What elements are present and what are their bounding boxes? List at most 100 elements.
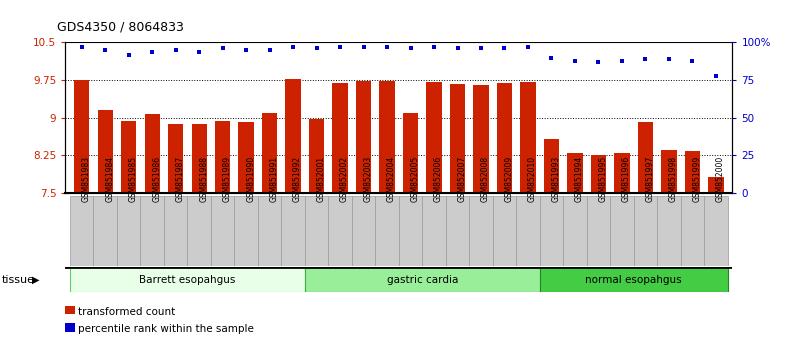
- Bar: [93, 196, 117, 266]
- Text: GSM851995: GSM851995: [599, 156, 607, 202]
- Text: GSM852007: GSM852007: [458, 156, 466, 202]
- Point: [521, 44, 534, 50]
- Point: [639, 56, 652, 62]
- Bar: [380, 81, 395, 193]
- Point: [76, 44, 88, 50]
- Text: GSM852003: GSM852003: [364, 156, 373, 202]
- Text: normal esopahgus: normal esopahgus: [585, 275, 682, 285]
- Bar: [611, 196, 634, 266]
- Bar: [309, 119, 324, 193]
- Text: GSM851988: GSM851988: [199, 156, 208, 202]
- Bar: [638, 122, 653, 193]
- Point: [99, 47, 111, 53]
- Bar: [215, 121, 230, 193]
- Bar: [427, 82, 442, 193]
- Text: GSM852010: GSM852010: [528, 156, 537, 202]
- Point: [123, 52, 135, 57]
- Point: [287, 44, 299, 50]
- Bar: [521, 82, 536, 193]
- Bar: [356, 81, 371, 193]
- Point: [662, 56, 675, 62]
- Point: [686, 58, 699, 63]
- Bar: [258, 196, 281, 266]
- Point: [170, 47, 182, 53]
- Bar: [403, 113, 418, 193]
- Bar: [333, 82, 348, 193]
- Bar: [634, 196, 657, 266]
- Text: gastric cardia: gastric cardia: [387, 275, 458, 285]
- Point: [193, 49, 205, 55]
- Text: transformed count: transformed count: [78, 307, 175, 316]
- Text: percentile rank within the sample: percentile rank within the sample: [78, 324, 254, 334]
- Point: [545, 55, 558, 61]
- Bar: [587, 196, 611, 266]
- Bar: [145, 114, 160, 193]
- Bar: [681, 196, 704, 266]
- Text: GSM852000: GSM852000: [716, 156, 725, 202]
- Text: GSM852002: GSM852002: [340, 156, 349, 202]
- Bar: [661, 150, 677, 193]
- Bar: [375, 196, 399, 266]
- Text: GSM851983: GSM851983: [82, 156, 91, 202]
- Point: [709, 73, 722, 79]
- Bar: [281, 196, 305, 266]
- Text: GSM852001: GSM852001: [317, 156, 326, 202]
- Text: GSM851999: GSM851999: [693, 156, 701, 202]
- Text: tissue: tissue: [2, 275, 34, 285]
- Text: GSM852006: GSM852006: [434, 156, 443, 202]
- Bar: [540, 196, 564, 266]
- Bar: [211, 196, 234, 266]
- Bar: [140, 196, 164, 266]
- Bar: [262, 113, 277, 193]
- Bar: [708, 177, 724, 193]
- Bar: [164, 196, 187, 266]
- Bar: [657, 196, 681, 266]
- Text: ▶: ▶: [32, 275, 39, 285]
- Bar: [399, 196, 423, 266]
- Bar: [564, 196, 587, 266]
- Text: GSM851984: GSM851984: [105, 156, 114, 202]
- Text: GSM852008: GSM852008: [481, 156, 490, 202]
- Text: GSM852005: GSM852005: [411, 156, 419, 202]
- Bar: [544, 139, 559, 193]
- Text: GSM852009: GSM852009: [505, 156, 513, 202]
- Text: GSM851996: GSM851996: [622, 156, 631, 202]
- Bar: [704, 196, 728, 266]
- Point: [263, 47, 276, 53]
- Bar: [517, 196, 540, 266]
- Point: [240, 47, 252, 53]
- Bar: [497, 82, 512, 193]
- Bar: [568, 153, 583, 193]
- Bar: [168, 124, 183, 193]
- Text: GSM851987: GSM851987: [176, 156, 185, 202]
- Bar: [615, 153, 630, 193]
- Text: GSM851990: GSM851990: [246, 156, 256, 202]
- Bar: [117, 196, 140, 266]
- Point: [217, 46, 229, 51]
- Bar: [352, 196, 375, 266]
- Bar: [70, 196, 93, 266]
- Text: GSM851998: GSM851998: [669, 156, 678, 202]
- Point: [615, 58, 628, 63]
- Bar: [446, 196, 470, 266]
- Bar: [474, 85, 489, 193]
- Text: GSM851994: GSM851994: [575, 156, 584, 202]
- Text: GSM851989: GSM851989: [223, 156, 232, 202]
- Bar: [239, 122, 254, 193]
- Text: Barrett esopahgus: Barrett esopahgus: [139, 275, 236, 285]
- Point: [404, 46, 417, 51]
- Bar: [540, 267, 728, 292]
- Point: [310, 46, 323, 51]
- Text: GSM851993: GSM851993: [552, 156, 560, 202]
- Point: [498, 46, 511, 51]
- Point: [146, 49, 158, 55]
- Bar: [98, 110, 113, 193]
- Point: [357, 44, 370, 50]
- Bar: [286, 79, 301, 193]
- Text: GDS4350 / 8064833: GDS4350 / 8064833: [57, 21, 184, 34]
- Text: GSM851992: GSM851992: [293, 156, 302, 202]
- Bar: [591, 155, 606, 193]
- Point: [568, 58, 581, 63]
- Text: GSM852004: GSM852004: [387, 156, 396, 202]
- Bar: [305, 267, 540, 292]
